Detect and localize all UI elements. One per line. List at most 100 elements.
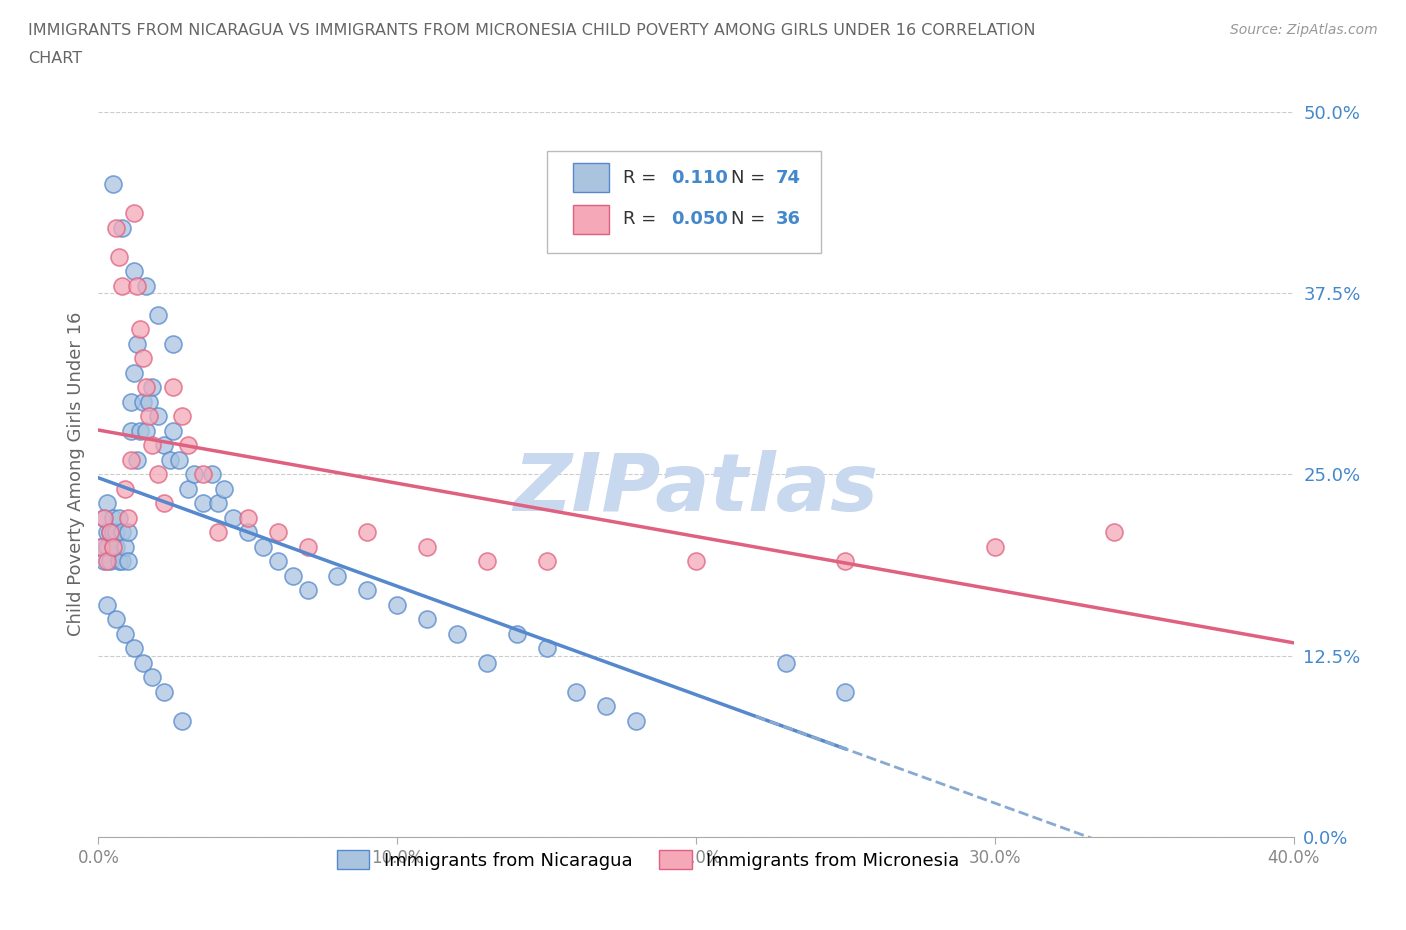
Point: [565, 684, 588, 699]
Point: [103, 511, 125, 525]
Point: [114, 482, 136, 497]
Point: [124, 264, 146, 279]
Point: [93, 511, 115, 525]
Point: [96, 496, 118, 511]
Point: [177, 482, 200, 497]
Point: [120, 452, 142, 467]
Point: [222, 511, 245, 525]
Point: [132, 656, 155, 671]
Point: [385, 597, 409, 612]
Point: [103, 525, 125, 539]
Point: [506, 627, 529, 642]
Point: [138, 409, 160, 424]
Point: [172, 713, 194, 728]
Point: [252, 539, 274, 554]
Point: [207, 496, 229, 511]
Point: [297, 583, 319, 598]
Point: [212, 482, 235, 497]
Text: R =: R =: [623, 168, 662, 187]
Text: N =: N =: [731, 210, 770, 229]
Text: CHART: CHART: [28, 51, 82, 66]
Text: R =: R =: [623, 210, 662, 229]
Point: [153, 684, 176, 699]
Point: [167, 452, 190, 467]
Point: [148, 409, 170, 424]
Point: [90, 539, 112, 554]
Text: ZIPatlas: ZIPatlas: [513, 450, 879, 528]
Point: [201, 467, 224, 482]
Point: [103, 539, 125, 554]
Point: [356, 525, 378, 539]
Point: [416, 612, 439, 627]
Point: [129, 322, 152, 337]
Point: [108, 511, 131, 525]
Point: [267, 554, 290, 569]
Point: [103, 539, 125, 554]
Point: [984, 539, 1007, 554]
Point: [127, 337, 149, 352]
Point: [162, 337, 184, 352]
Point: [775, 656, 797, 671]
Point: [114, 539, 136, 554]
Point: [124, 206, 146, 220]
Point: [475, 554, 498, 569]
Text: IMMIGRANTS FROM NICARAGUA VS IMMIGRANTS FROM MICRONESIA CHILD POVERTY AMONG GIRL: IMMIGRANTS FROM NICARAGUA VS IMMIGRANTS …: [28, 23, 1036, 38]
Point: [326, 568, 349, 583]
Point: [153, 438, 176, 453]
Text: 0.050: 0.050: [671, 210, 728, 229]
Point: [111, 525, 134, 539]
Point: [98, 554, 122, 569]
Point: [105, 220, 128, 235]
Point: [281, 568, 304, 583]
Text: Source: ZipAtlas.com: Source: ZipAtlas.com: [1230, 23, 1378, 37]
Point: [135, 423, 157, 438]
Point: [297, 539, 319, 554]
Point: [416, 539, 439, 554]
Point: [96, 525, 118, 539]
Point: [536, 554, 558, 569]
Point: [105, 539, 128, 554]
Point: [191, 496, 214, 511]
Point: [90, 539, 112, 554]
Y-axis label: Child Poverty Among Girls Under 16: Child Poverty Among Girls Under 16: [66, 312, 84, 636]
Point: [141, 438, 163, 453]
Point: [132, 394, 155, 409]
Point: [117, 525, 139, 539]
Point: [267, 525, 290, 539]
Point: [111, 554, 134, 569]
Point: [120, 394, 142, 409]
FancyBboxPatch shape: [572, 205, 609, 234]
Point: [172, 409, 194, 424]
Point: [236, 511, 259, 525]
Text: N =: N =: [731, 168, 770, 187]
Point: [162, 379, 184, 394]
FancyBboxPatch shape: [572, 163, 609, 193]
Text: 0.110: 0.110: [671, 168, 728, 187]
Text: 36: 36: [776, 210, 801, 229]
Point: [141, 379, 163, 394]
Point: [114, 627, 136, 642]
Point: [117, 554, 139, 569]
Point: [124, 365, 146, 380]
Text: 74: 74: [776, 168, 801, 187]
Point: [183, 467, 205, 482]
Point: [135, 379, 157, 394]
Point: [1104, 525, 1126, 539]
Point: [129, 423, 152, 438]
Point: [127, 278, 149, 293]
Point: [93, 511, 115, 525]
Point: [626, 713, 648, 728]
Point: [96, 539, 118, 554]
Point: [536, 641, 558, 656]
Point: [117, 511, 139, 525]
Point: [108, 249, 131, 264]
Point: [105, 612, 128, 627]
Point: [108, 554, 131, 569]
Point: [207, 525, 229, 539]
Point: [111, 220, 134, 235]
Point: [127, 452, 149, 467]
Point: [162, 423, 184, 438]
Point: [148, 467, 170, 482]
Point: [236, 525, 259, 539]
Point: [356, 583, 378, 598]
